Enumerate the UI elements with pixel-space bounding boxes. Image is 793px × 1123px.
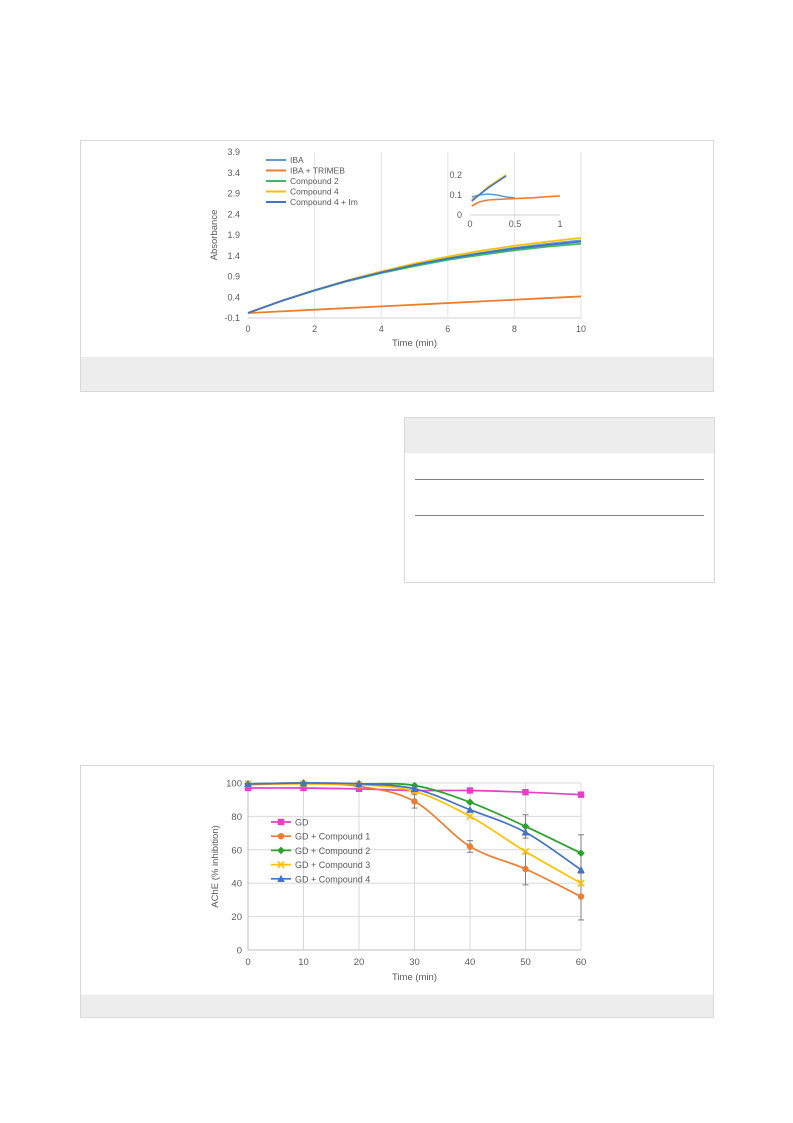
inset-y-tick-label: 0 — [457, 210, 462, 220]
data-point-4 — [410, 784, 419, 793]
data-point-3-stroke — [521, 847, 530, 856]
inset-series-line-1 — [471, 195, 561, 207]
data-point-3-stroke — [466, 812, 474, 821]
legend-marker-3 — [277, 860, 285, 869]
legend-label-0: GD — [295, 818, 309, 828]
y-tick-label: 2.4 — [227, 209, 240, 219]
legend-label-0: IBA — [290, 155, 304, 165]
data-point-1 — [522, 865, 529, 873]
y-tick-label: 0.4 — [227, 292, 240, 302]
x-axis-title: Time (min) — [392, 972, 437, 983]
y-tick-label: 0.9 — [227, 272, 240, 282]
data-point-0 — [244, 784, 252, 792]
inset-x-tick-label: 0.5 — [509, 219, 522, 229]
data-point-4 — [466, 805, 474, 813]
data-point-4 — [355, 779, 363, 788]
y-tick-label: 3.9 — [227, 147, 240, 157]
data-point-1 — [577, 893, 585, 900]
figure-2-frame: 0 20 40 60 80 100 0 10 20 30 40 50 60 Time (min) AChE … — [80, 765, 714, 1018]
x-tick-label: 0 — [245, 957, 250, 968]
x-tick-label: 0 — [245, 324, 250, 334]
ache-inhibition-chart: 0 20 40 60 80 100 0 10 20 30 40 50 60 Time (min) AChE … — [210, 779, 587, 984]
y-tick-label: 2.9 — [227, 189, 240, 199]
legend-marker-4 — [277, 874, 285, 882]
y-tick-label: 1.9 — [227, 230, 240, 240]
data-point-3 — [521, 847, 530, 856]
y-tick-label: 20 — [231, 912, 242, 923]
y-tick-label: 100 — [226, 779, 242, 790]
table-bottom-rule — [415, 515, 704, 516]
legend-marker-0 — [277, 818, 285, 826]
x-axis-title: Time (min) — [392, 338, 437, 349]
x-tick-label: 20 — [354, 957, 365, 968]
table-header-bar — [405, 418, 714, 453]
x-tick-label: 30 — [409, 957, 420, 968]
y-tick-label: -0.1 — [224, 313, 240, 323]
series-line-0 — [247, 239, 582, 314]
legend-marker-3-stroke — [277, 860, 285, 869]
data-point-4 — [521, 828, 530, 836]
data-point-3-stroke — [577, 879, 585, 887]
legend-label-2: Compound 2 — [290, 176, 339, 186]
legend-label-3: GD + Compound 3 — [295, 860, 370, 870]
series-line-4 — [247, 240, 582, 314]
inset-x-tick-label: 1 — [557, 219, 562, 229]
legend-label-4: Compound 4 + Im — [290, 197, 358, 207]
table-frame — [404, 417, 715, 583]
data-point-0 — [466, 787, 474, 794]
legend-marker-1 — [277, 833, 285, 840]
y-tick-label: 80 — [231, 812, 242, 823]
data-point-0 — [300, 784, 307, 792]
x-tick-label: 8 — [512, 324, 517, 334]
legend-label-1: IBA + TRIMEB — [290, 166, 345, 176]
legend-label-1: GD + Compound 1 — [295, 832, 370, 842]
x-tick-label: 6 — [445, 324, 450, 334]
data-point-0 — [577, 791, 585, 798]
y-tick-label: 40 — [231, 879, 242, 890]
data-point-1 — [466, 843, 474, 850]
inset-x-tick-label: 0 — [467, 219, 472, 229]
table-top-rule — [415, 479, 704, 480]
inset-series-line-4 — [471, 175, 507, 202]
data-point-4 — [299, 779, 308, 787]
series-line-1 — [247, 295, 582, 314]
absorbance-chart: 0 2 4 6 8 10-0.10.40.91.41.92.42.93.43.9Time … — [209, 147, 586, 349]
inset-y-tick-label: 0.1 — [449, 190, 462, 200]
x-tick-label: 10 — [576, 324, 586, 334]
y-tick-label: 1.4 — [227, 251, 240, 261]
data-point-1 — [411, 798, 418, 805]
series-line-2 — [247, 242, 582, 314]
x-tick-label: 60 — [576, 957, 587, 968]
data-point-3 — [577, 879, 585, 887]
y-tick-label: 3.4 — [227, 168, 240, 178]
y-tick-label: 0 — [237, 946, 242, 957]
data-point-2 — [521, 822, 530, 831]
y-axis-title: Absorbance — [209, 210, 220, 261]
figure-2-caption-bar — [81, 995, 713, 1017]
x-tick-label: 10 — [298, 957, 309, 968]
y-axis-title: AChE (% inhibition) — [210, 825, 221, 907]
data-point-4 — [577, 865, 585, 874]
data-point-2 — [577, 849, 585, 857]
figure-1-frame: 0 2 4 6 8 10 -0.1 0.4 0.9 1.4 1.9 2.4 2.9 3.4 3.9 Time … — [80, 140, 714, 392]
legend-marker-2 — [277, 846, 285, 855]
x-tick-label: 40 — [465, 957, 476, 968]
figure-1-caption-bar — [81, 357, 713, 391]
y-tick-label: 60 — [231, 845, 242, 856]
data-point-0 — [522, 788, 529, 796]
data-point-2 — [466, 798, 474, 807]
data-point-3 — [466, 812, 474, 821]
inset-y-tick-label: 0.2 — [449, 170, 462, 180]
data-point-4 — [244, 779, 252, 788]
legend-label-4: GD + Compound 4 — [295, 874, 370, 884]
x-tick-label: 2 — [312, 324, 317, 334]
legend-label-3: Compound 4 — [290, 187, 339, 197]
x-tick-label: 50 — [520, 957, 531, 968]
legend-label-2: GD + Compound 2 — [295, 846, 370, 856]
x-tick-label: 4 — [379, 324, 384, 334]
